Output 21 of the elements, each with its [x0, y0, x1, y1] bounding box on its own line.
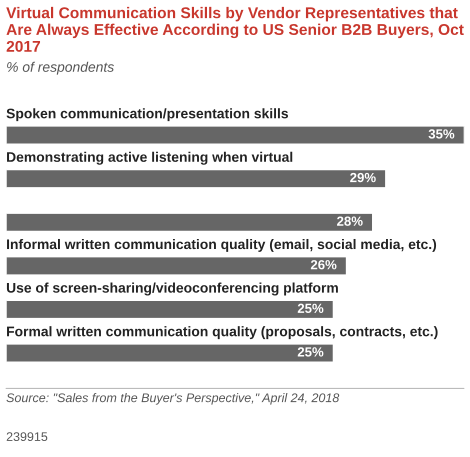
- y-tick-label: Spoken communication/presentation skills: [6, 108, 288, 122]
- data-label: 25%: [298, 304, 324, 313]
- chart-subtitle: % of respondents: [7, 62, 114, 75]
- y-tick-label: Use of screen-sharing/videoconferencing platform: [6, 282, 338, 296]
- y-tick-label: Demonstrating active listening when virtual: [7, 152, 292, 165]
- bar: [6, 125, 464, 145]
- y-tick-label: Formal written communication quality (proposals, contracts, etc.): [7, 326, 438, 340]
- data-label: 29%: [350, 172, 376, 182]
- chart-title: Virtual Communication Skills by Vendor Representatives that Are Always Effective According to US Senior B2B Buyers, Oct 2017: [6, 6, 464, 52]
- y-tick-label: Informal written communication quality (email, social media, etc.): [7, 238, 436, 252]
- text: 239915: [6, 432, 48, 442]
- bar: [6, 212, 374, 232]
- data-label: 35%: [428, 129, 454, 139]
- bar: [6, 343, 334, 363]
- bar: [6, 300, 334, 320]
- source-note: Source: "Sales from the Buyer's Perspective," April 24, 2018: [6, 393, 340, 405]
- data-label: 28%: [337, 216, 363, 226]
- bar: [6, 168, 386, 189]
- data-label: 26%: [310, 260, 336, 270]
- data-label: 25%: [298, 347, 324, 357]
- bar: [6, 256, 348, 276]
